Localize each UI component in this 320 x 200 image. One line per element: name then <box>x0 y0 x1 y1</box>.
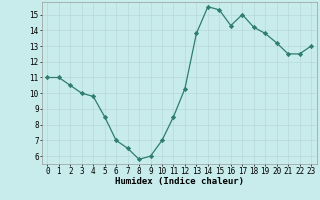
X-axis label: Humidex (Indice chaleur): Humidex (Indice chaleur) <box>115 177 244 186</box>
